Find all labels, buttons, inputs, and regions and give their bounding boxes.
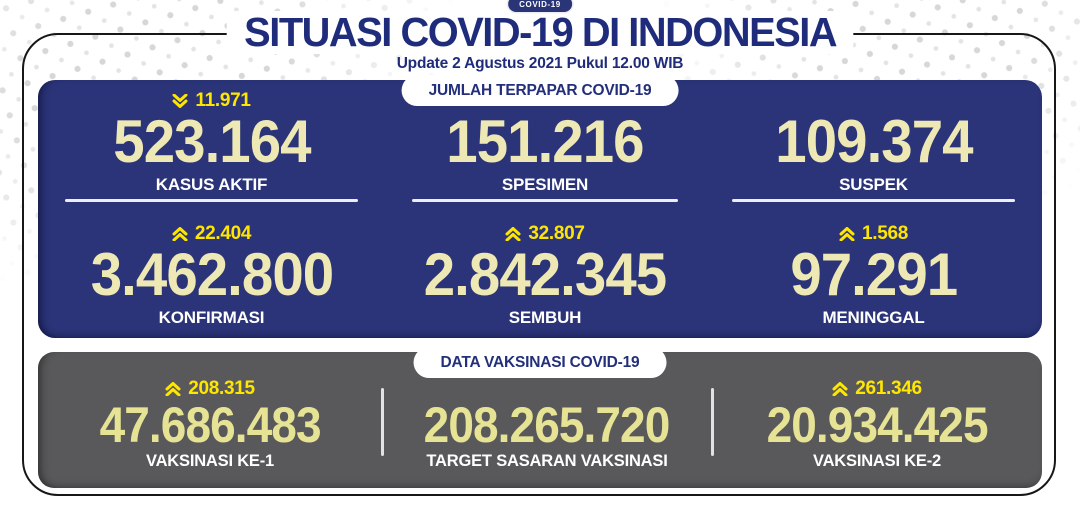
stat-vaksinasi-ke-2: 261.346 20.934.425 VAKSINASI KE-2 xyxy=(712,352,1042,488)
infection-panel: JUMLAH TERPAPAR COVID-19 11.971 523.164 … xyxy=(38,75,1042,338)
stat-delta-value: 32.807 xyxy=(528,223,585,245)
header: COVID-19 SITUASI COVID-19 DI INDONESIA U… xyxy=(0,0,1080,73)
stat-kasus-aktif: 11.971 523.164 KASUS AKTIF xyxy=(38,80,385,202)
double-chevron-up-icon xyxy=(505,227,521,242)
stat-label: SPESIMEN xyxy=(501,174,589,194)
update-timestamp: Update 2 Agustus 2021 Pukul 12.00 WIB xyxy=(396,55,684,73)
stat-target-sasaran-vaksinasi: 208.265.720 TARGET SASARAN VAKSINASI xyxy=(382,352,712,488)
page-title: SITUASI COVID-19 DI INDONESIA xyxy=(226,10,854,55)
stat-delta-value: 261.346 xyxy=(855,378,922,399)
stat-label: KONFIRMASI xyxy=(158,307,265,327)
stat-delta-value: 1.568 xyxy=(861,223,909,245)
double-chevron-down-icon xyxy=(172,94,188,109)
stat-label: KASUS AKTIF xyxy=(155,174,268,194)
stat-value: 20.934.425 xyxy=(766,397,988,453)
double-chevron-up-icon xyxy=(165,382,181,396)
stat-delta: 22.404 xyxy=(172,222,251,246)
stat-label: SEMBUH xyxy=(508,307,582,327)
stat-spesimen: 151.216 SPESIMEN xyxy=(385,80,705,202)
stat-label: MENINGGAL xyxy=(822,307,925,327)
infection-panel-badge: JUMLAH TERPAPAR COVID-19 xyxy=(401,75,679,106)
stat-value: 109.374 xyxy=(774,108,973,176)
double-chevron-up-icon xyxy=(839,227,855,242)
stat-value: 208.265.720 xyxy=(424,397,671,453)
stat-delta-value: 22.404 xyxy=(194,223,252,245)
stat-value: 3.462.800 xyxy=(90,241,333,309)
stat-delta: 32.807 xyxy=(505,222,585,246)
stat-delta-value: 11.971 xyxy=(195,90,251,112)
stat-value: 523.164 xyxy=(112,108,311,176)
column-divider xyxy=(381,388,384,456)
vaccination-panel-badge: DATA VAKSINASI COVID-19 xyxy=(413,347,667,378)
stat-delta: 261.346 xyxy=(832,377,922,401)
vaccination-panel: DATA VAKSINASI COVID-19 208.315 47.686.4… xyxy=(38,347,1042,488)
stat-label: VAKSINASI KE-1 xyxy=(146,452,274,470)
double-chevron-up-icon xyxy=(832,382,848,396)
stat-value: 151.216 xyxy=(446,108,644,176)
stat-value: 2.842.345 xyxy=(423,241,667,309)
stat-meninggal: 1.568 97.291 MENINGGAL xyxy=(705,200,1042,338)
stat-delta: 208.315 xyxy=(165,377,255,401)
stat-suspek: 109.374 SUSPEK xyxy=(705,80,1042,202)
stat-delta: 11.971 xyxy=(172,89,251,113)
stat-konfirmasi: 22.404 3.462.800 KONFIRMASI xyxy=(38,200,385,338)
stat-delta-value: 208.315 xyxy=(188,378,255,399)
stat-value: 97.291 xyxy=(790,241,958,309)
double-chevron-up-icon xyxy=(172,227,188,242)
stat-label: VAKSINASI KE-2 xyxy=(813,452,941,470)
stat-value: 47.686.483 xyxy=(99,397,321,453)
stat-sembuh: 32.807 2.842.345 SEMBUH xyxy=(385,200,705,338)
stat-label: SUSPEK xyxy=(839,174,908,194)
stat-delta: 1.568 xyxy=(839,222,908,246)
stat-label: TARGET SASARAN VAKSINASI xyxy=(426,452,668,470)
stat-vaksinasi-ke-1: 208.315 47.686.483 VAKSINASI KE-1 xyxy=(38,352,382,488)
covid19-ribbon-badge: COVID-19 xyxy=(508,0,572,12)
column-divider xyxy=(711,388,714,456)
